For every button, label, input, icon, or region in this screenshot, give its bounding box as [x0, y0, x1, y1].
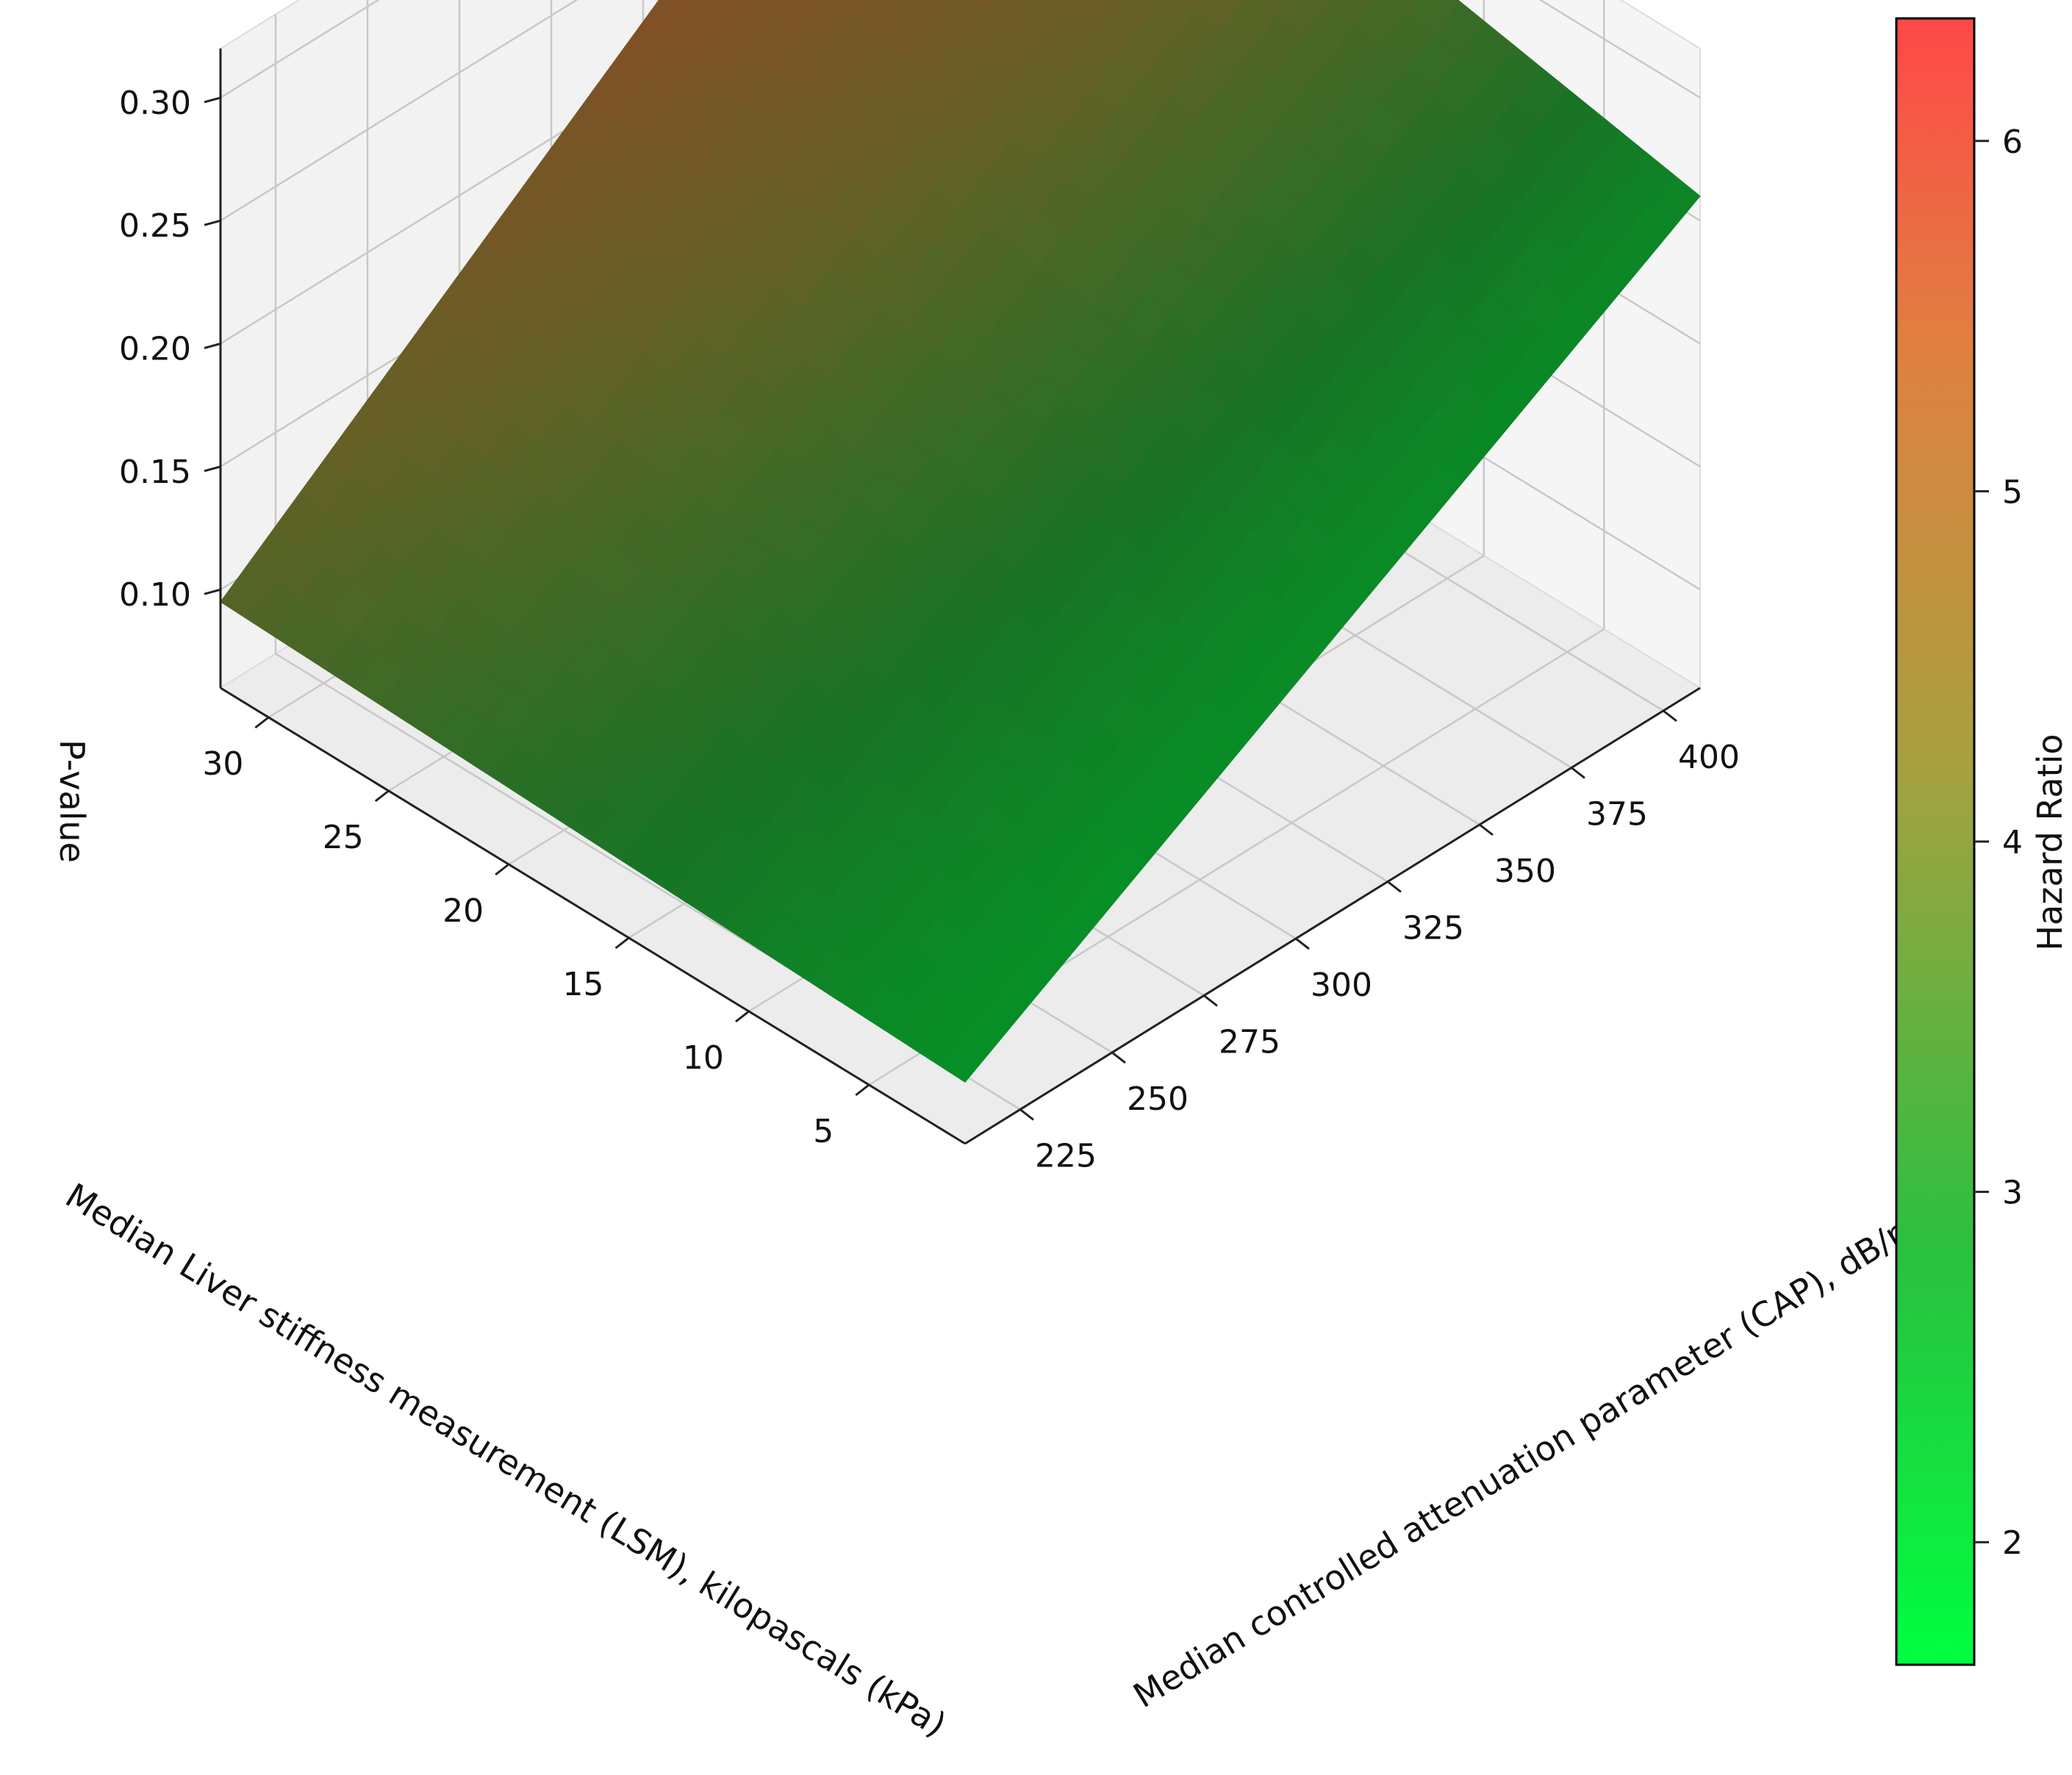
tick-marks: 5 10 15 20 25 30 225 250 275 300 325 350 375 400 0.10 0…: [119, 85, 1740, 1175]
x-tick: [495, 863, 510, 876]
y-tick: [1203, 994, 1218, 1007]
axis-lines: [219, 49, 1701, 1145]
surface-patch: [680, 0, 700, 10]
z-tick-label: 0.25: [119, 207, 191, 245]
surface-patch: [1407, 0, 1462, 36]
colorbar-tick-label: 6: [2002, 123, 2023, 161]
y-tick: [1663, 709, 1677, 722]
surface-patch: [1354, 0, 1409, 48]
surface-patch: [1253, 0, 1290, 18]
x-tick: [374, 789, 390, 803]
surface-patch: [900, 0, 908, 4]
surface-patch: [1222, 0, 1277, 51]
y-tick-label: 300: [1311, 967, 1372, 1004]
surface-patch: [983, 0, 1034, 30]
colorbar-tick-label: 3: [2002, 1175, 2023, 1212]
z-tick: [204, 343, 221, 349]
z-axis-label: P-value: [52, 739, 92, 863]
x-tick-label: 10: [683, 1039, 724, 1077]
surface-patch: [851, 0, 906, 39]
x-tick-label: 15: [563, 966, 604, 1003]
surface-patch: [828, 0, 867, 18]
colorbar-gradient: [1895, 17, 1976, 1666]
x-axis-line: [220, 686, 966, 1145]
surface-patch: [1390, 0, 1419, 15]
surface-patch: [904, 0, 950, 24]
y-tick-label: 250: [1127, 1080, 1189, 1118]
y-tick: [1019, 1108, 1034, 1121]
surface-patch: [639, 0, 694, 46]
x-axis-label: Median Liver stiffness measurement (LSM)…: [59, 1175, 953, 1744]
y-tick-label: 275: [1219, 1024, 1280, 1061]
z-tick-label: 0.30: [119, 85, 191, 122]
surface-patch: [1184, 0, 1204, 10]
x-tick-label: 5: [813, 1113, 834, 1150]
surface-patch: [754, 0, 784, 14]
y-tick-label: 225: [1035, 1138, 1097, 1175]
surface-patch: [1327, 0, 1376, 26]
x-tick-label: 25: [323, 819, 364, 856]
z-tick-label: 0.15: [119, 453, 191, 491]
surface-patch: [1044, 0, 1076, 16]
x-tick-label: 30: [202, 745, 243, 783]
colorbar-tick-label: 4: [2002, 824, 2023, 861]
y-axis-line: [964, 686, 1701, 1145]
surface-patch: [1142, 0, 1197, 44]
y-axis-label: Median controlled attenuation parameter …: [1127, 1205, 1926, 1716]
surface-patch: [1063, 0, 1118, 37]
surface-patch: [1322, 0, 1333, 5]
gridline-z-left: [220, 0, 380, 98]
y-tick-label: 325: [1402, 910, 1464, 947]
surface-patch: [972, 0, 992, 10]
gridline-z-right: [1538, 0, 1701, 98]
surface-patch: [719, 0, 774, 49]
colorbar-ticks: 2 3 4 5 6: [1974, 123, 2023, 1562]
surface-plot: [220, 0, 1701, 1083]
colorbar-tick-label: 2: [2002, 1524, 2023, 1562]
x-tick-label: 20: [442, 892, 484, 930]
y-tick: [1387, 881, 1402, 893]
z-tick-label: 0.20: [119, 331, 191, 368]
y-tick-label: 350: [1494, 853, 1556, 890]
z-tick: [204, 96, 221, 104]
surface-patch: [1010, 0, 1065, 51]
colorbar-tick-label: 5: [2002, 473, 2023, 511]
colorbar: 2 3 4 5 6 Hazard Ratio: [1895, 17, 2070, 1666]
surface-patch: [1114, 0, 1119, 2]
z-tick: [204, 465, 221, 473]
x-tick: [614, 936, 630, 950]
x-tick: [254, 716, 270, 729]
surface-patch: [1116, 0, 1161, 23]
gridline-z-left: [220, 0, 578, 222]
surface-patch: [772, 0, 825, 34]
y-tick: [1295, 937, 1310, 950]
colorbar-label: Hazard Ratio: [2030, 734, 2070, 950]
z-tick-label: 0.10: [119, 576, 191, 614]
surface-patch: [1195, 0, 1247, 31]
surface-patch: [931, 0, 986, 44]
z-tick: [204, 219, 221, 226]
y-tick-label: 400: [1678, 739, 1740, 776]
x-tick: [734, 1010, 750, 1023]
surface-patch: [1275, 0, 1330, 39]
y-tick: [1111, 1051, 1126, 1064]
z-tick: [204, 588, 221, 595]
surface-patch: [798, 0, 853, 54]
y-tick-label: 375: [1586, 796, 1648, 833]
surface-patch: [692, 0, 742, 30]
x-tick: [855, 1083, 870, 1097]
y-tick: [1479, 823, 1494, 836]
y-tick: [1571, 767, 1585, 779]
